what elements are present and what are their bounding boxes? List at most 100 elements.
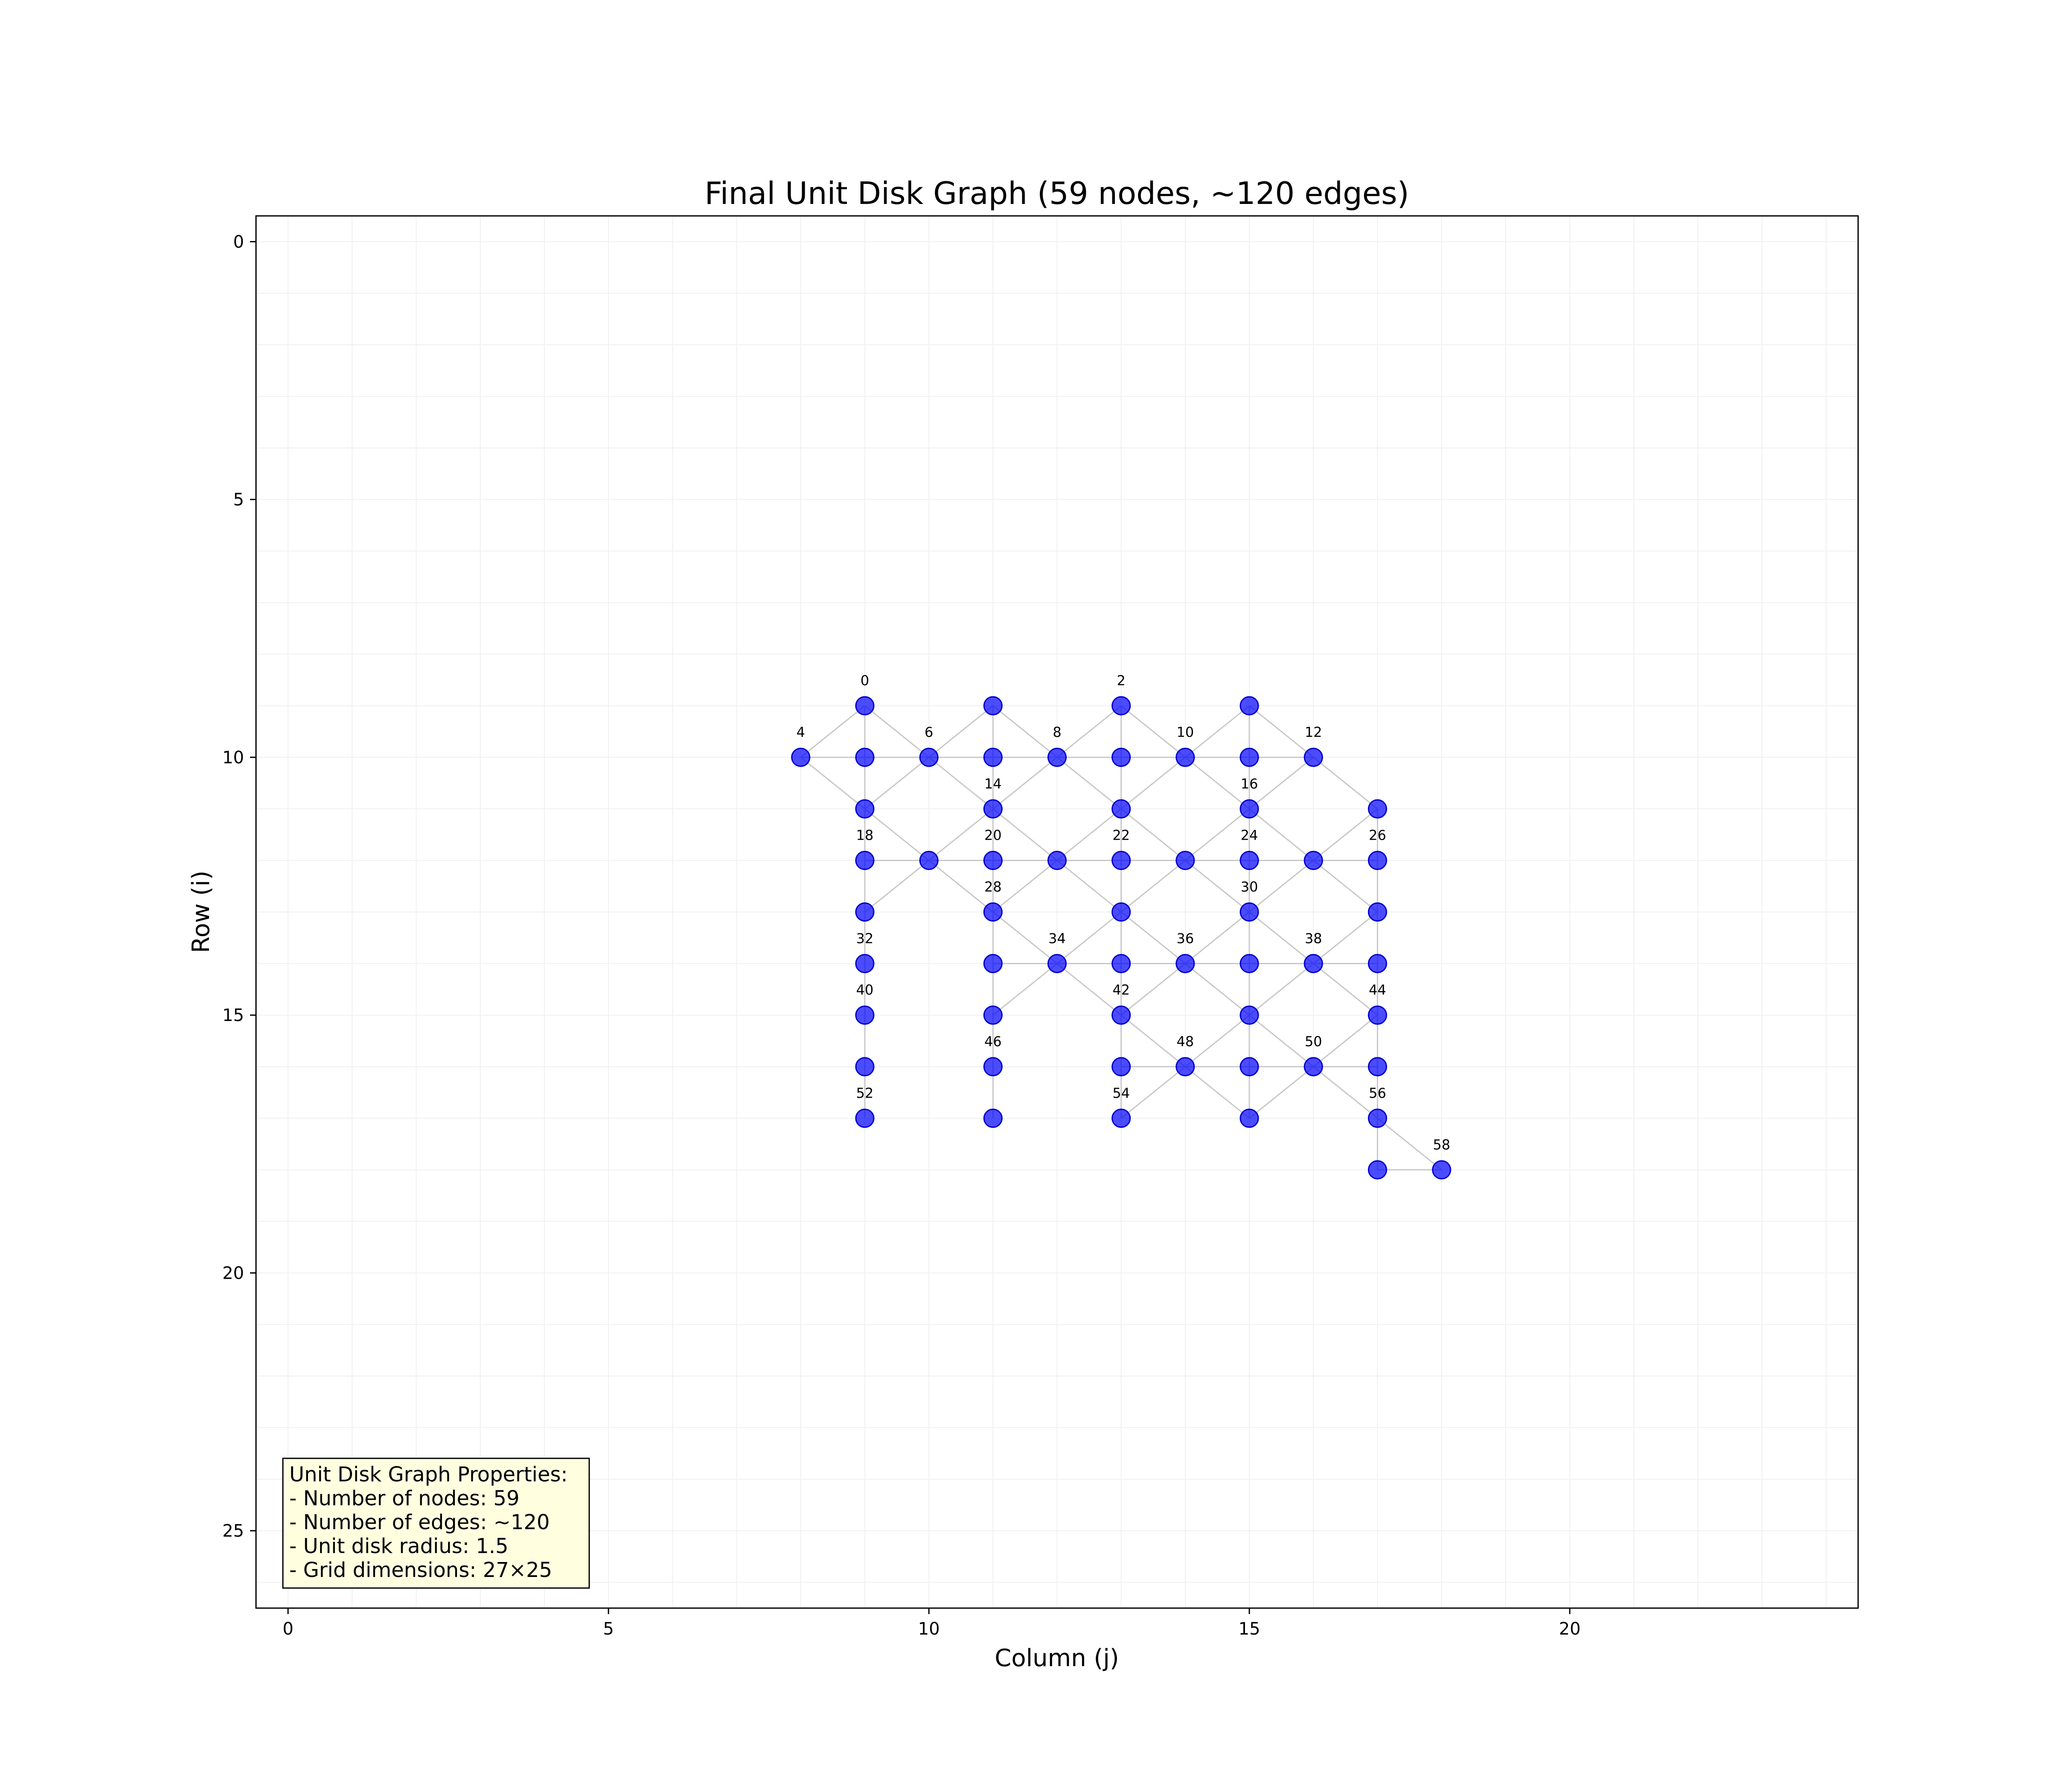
node-label: 40: [856, 982, 874, 998]
graph-edge: [1121, 809, 1185, 861]
x-tick-label: 5: [603, 1619, 614, 1639]
graph-edge: [1249, 706, 1313, 757]
graph-edge: [1185, 1015, 1249, 1067]
graph-node: [1240, 1006, 1258, 1024]
info-box-lines: Unit Disk Graph Properties:- Number of n…: [289, 1463, 568, 1582]
graph-edge: [929, 706, 993, 757]
graph-node: [1369, 1006, 1387, 1024]
graph-edge: [1185, 1067, 1249, 1118]
x-tick-label: 15: [1239, 1619, 1260, 1639]
node-label: 42: [1112, 982, 1130, 998]
graph-edge: [865, 757, 929, 809]
graph-edge: [1121, 706, 1185, 757]
node-label: 32: [856, 930, 874, 946]
graph-node: [920, 852, 938, 870]
graph-node: [1112, 697, 1130, 715]
node-label: 6: [925, 724, 933, 740]
graph-edge: [1378, 1118, 1442, 1170]
graph-node: [984, 1109, 1002, 1127]
graph-node: [856, 954, 874, 972]
graph-edge: [993, 963, 1057, 1015]
graph-node: [856, 852, 874, 870]
x-axis-label: Column (j): [995, 1644, 1119, 1672]
graph-edge: [1057, 757, 1121, 809]
graph-node: [856, 1058, 874, 1076]
graph-edge: [1121, 1067, 1185, 1118]
graph-edge: [1249, 1067, 1313, 1118]
node-label: 0: [861, 672, 869, 689]
graph-edge: [1121, 912, 1185, 964]
node-label: 30: [1241, 879, 1258, 895]
node-label: 52: [856, 1085, 874, 1101]
graph-edge: [865, 706, 929, 757]
graph-node: [856, 800, 874, 818]
y-tick-label: 25: [222, 1521, 244, 1541]
graph-edge: [993, 912, 1057, 964]
graph-edge: [993, 757, 1057, 809]
graph-edge: [865, 809, 929, 861]
x-tick-label: 10: [918, 1619, 940, 1639]
graph-edge: [1313, 963, 1377, 1015]
info-box-line: - Grid dimensions: 27×25: [289, 1558, 552, 1582]
graph-node: [1112, 1058, 1130, 1076]
graph-edge: [1313, 757, 1377, 809]
graph-edge: [1057, 912, 1121, 964]
chart-title: Final Unit Disk Graph (59 nodes, ~120 ed…: [704, 175, 1409, 211]
graph-node: [1112, 903, 1130, 921]
graph-edge: [1313, 861, 1377, 912]
node-label: 58: [1433, 1137, 1450, 1153]
graph-edge: [1313, 912, 1377, 964]
info-box-line: - Unit disk radius: 1.5: [289, 1534, 509, 1558]
graph-edge: [1249, 912, 1313, 964]
graph-edge: [1313, 809, 1377, 861]
node-label: 46: [984, 1033, 1002, 1050]
node-label: 44: [1369, 982, 1386, 998]
graph-node: [1304, 852, 1322, 870]
graph-node: [1048, 748, 1066, 766]
x-tick-label: 20: [1559, 1619, 1581, 1639]
node-label: 34: [1048, 930, 1066, 946]
node-label: 36: [1177, 930, 1194, 946]
node-label: 28: [984, 879, 1002, 895]
node-label: 4: [797, 724, 805, 740]
graph-edge: [1057, 706, 1121, 757]
graph-node: [1369, 800, 1387, 818]
graph-node: [984, 954, 1002, 972]
graph-node: [1304, 954, 1322, 972]
node-label: 26: [1369, 827, 1386, 844]
graph-node: [984, 697, 1002, 715]
graph-node: [1369, 1058, 1387, 1076]
graph-edge: [801, 757, 865, 809]
graph-edge: [1249, 861, 1313, 912]
graph-node: [1433, 1161, 1451, 1179]
graph-node: [1048, 852, 1066, 870]
graph-edge: [1185, 706, 1249, 757]
graph-edge: [1249, 757, 1313, 809]
graph-node: [856, 697, 874, 715]
graph-node: [1369, 1161, 1387, 1179]
graph-node: [1369, 903, 1387, 921]
graph-node: [1369, 1109, 1387, 1127]
x-tick-label: 0: [282, 1619, 293, 1639]
graph-edge: [1185, 963, 1249, 1015]
y-tick-label: 10: [222, 748, 244, 768]
graph-edge: [993, 809, 1057, 861]
graph-node: [1112, 748, 1130, 766]
graph-node: [984, 800, 1002, 818]
node-label: 38: [1305, 930, 1322, 946]
node-label: 54: [1112, 1085, 1130, 1101]
graph-node: [1112, 1006, 1130, 1024]
graph-edge: [1249, 1015, 1313, 1067]
y-tick-label: 5: [233, 490, 244, 510]
graph-edge: [993, 861, 1057, 912]
graph-node: [1112, 800, 1130, 818]
node-label: 16: [1241, 776, 1258, 792]
y-tick-label: 20: [222, 1263, 244, 1283]
node-label: 20: [984, 827, 1002, 844]
graph-edge: [1121, 757, 1185, 809]
graph-edge: [1185, 861, 1249, 912]
graph-edge: [929, 809, 993, 861]
graph-node: [1176, 748, 1194, 766]
graph-node: [984, 1006, 1002, 1024]
graph-edge: [929, 861, 993, 912]
